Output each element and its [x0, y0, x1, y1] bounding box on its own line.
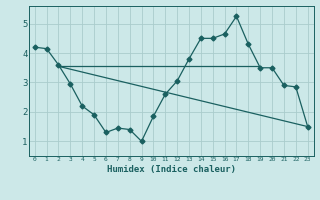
X-axis label: Humidex (Indice chaleur): Humidex (Indice chaleur): [107, 165, 236, 174]
